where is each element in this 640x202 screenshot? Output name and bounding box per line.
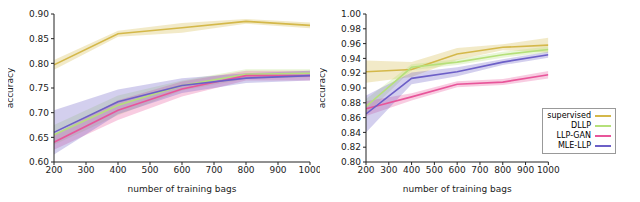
svg-text:0.85: 0.85: [29, 34, 49, 44]
svg-text:0.70: 0.70: [29, 108, 49, 118]
svg-text:0.96: 0.96: [341, 39, 361, 49]
svg-text:600: 600: [449, 165, 466, 175]
svg-text:0.84: 0.84: [341, 128, 361, 138]
svg-text:number of training bags: number of training bags: [403, 184, 512, 194]
svg-text:0.75: 0.75: [29, 83, 49, 93]
svg-text:0.80: 0.80: [341, 157, 361, 167]
svg-text:0.88: 0.88: [341, 98, 361, 108]
svg-text:800: 800: [237, 165, 254, 175]
svg-text:0.82: 0.82: [341, 142, 361, 152]
svg-text:number of training bags: number of training bags: [128, 184, 237, 194]
svg-text:200: 200: [357, 165, 375, 176]
svg-text:900: 900: [269, 165, 286, 175]
svg-text:500: 500: [426, 165, 443, 175]
html-text:DLLP: DLLP: [571, 121, 591, 130]
svg-text:0.80: 0.80: [29, 59, 49, 69]
svg-text:500: 500: [141, 165, 158, 175]
svg-text:1000: 1000: [537, 165, 560, 175]
html-text:supervised: supervised: [547, 111, 591, 120]
svg-text:700: 700: [471, 165, 488, 175]
svg-text:600: 600: [173, 165, 190, 175]
svg-text:accuracy: accuracy: [8, 67, 15, 108]
svg-text:700: 700: [205, 165, 222, 175]
svg-text:400: 400: [109, 165, 126, 175]
svg-text:0.94: 0.94: [341, 54, 361, 64]
svg-text:300: 300: [380, 165, 397, 175]
svg-text:0.60: 0.60: [29, 157, 49, 167]
svg-text:0.90: 0.90: [29, 9, 49, 19]
svg-text:1000: 1000: [299, 165, 320, 175]
svg-text:0.86: 0.86: [341, 113, 361, 123]
svg-text:300: 300: [77, 165, 94, 175]
svg-text:0.65: 0.65: [29, 133, 49, 143]
svg-text:accuracy: accuracy: [320, 67, 327, 108]
svg-text:0.98: 0.98: [341, 24, 361, 34]
svg-text:900: 900: [517, 165, 534, 175]
svg-text:0.92: 0.92: [341, 68, 361, 78]
svg-text:400: 400: [403, 165, 420, 175]
html-text:LLP-GAN: LLP-GAN: [556, 131, 591, 140]
svg-text:800: 800: [494, 165, 511, 175]
html-text:MLE-LLP: MLE-LLP: [558, 141, 591, 150]
svg-text:200: 200: [45, 165, 63, 176]
svg-text:1.00: 1.00: [341, 9, 361, 19]
svg-text:0.90: 0.90: [341, 83, 361, 93]
